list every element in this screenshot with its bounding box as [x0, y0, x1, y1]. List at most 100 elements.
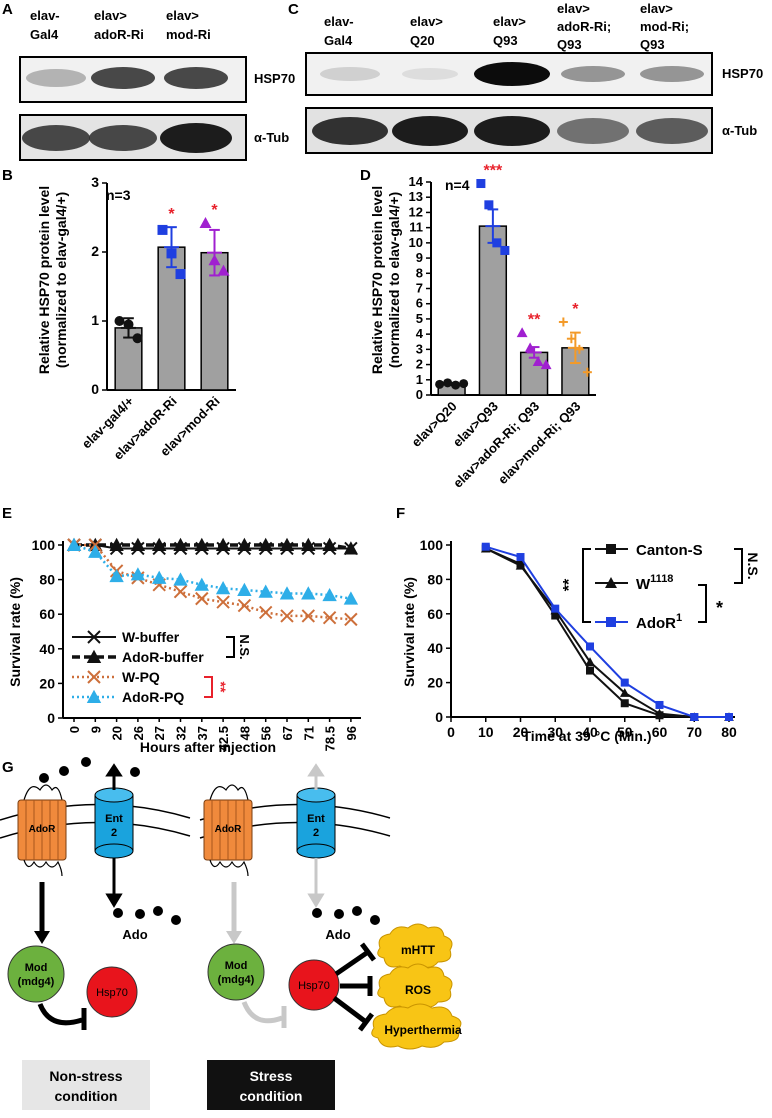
series-line	[485, 547, 729, 718]
series-marker	[551, 604, 560, 613]
data-point	[500, 245, 510, 255]
y-tick-label: 13	[409, 189, 423, 204]
series-marker	[173, 572, 188, 586]
series-marker	[258, 537, 273, 551]
series-line	[485, 545, 729, 718]
series-marker	[690, 713, 699, 721]
ent2-transporter-left: Ent 2	[94, 787, 134, 859]
series-marker	[195, 591, 209, 606]
condition-box-right: Stress condition	[207, 1060, 335, 1110]
ado-dot	[59, 766, 69, 776]
legend-marker	[87, 670, 101, 684]
lane-label-line: Q93	[493, 33, 518, 48]
arrow-head	[307, 893, 325, 908]
panel-letter: C	[288, 1, 299, 18]
panel-letter: D	[360, 167, 371, 184]
ado-dot	[153, 906, 163, 916]
panel-g: G AdoR Ent 2	[0, 757, 462, 1110]
y-tick-label: 40	[427, 640, 443, 656]
y-axis-title: Relative HSP70 protein level (normalized…	[369, 186, 402, 374]
lane-label-line: adoR-Ri;	[557, 19, 611, 34]
y-tick-label: 0	[416, 387, 423, 402]
data-point	[443, 378, 453, 388]
blot-band	[474, 62, 550, 86]
adoR-label: AdoR	[215, 824, 242, 835]
y-tick-label: 80	[427, 571, 443, 587]
lane-label-line: elav>	[410, 14, 443, 29]
series-marker-b	[344, 612, 358, 627]
receptor-loop	[23, 859, 63, 877]
mod-label: Mod	[225, 960, 248, 972]
series-line	[73, 543, 352, 600]
blot-band	[640, 66, 704, 82]
hsp70-label: Hsp70	[298, 980, 330, 992]
hsp70-node-left: Hsp70	[86, 966, 138, 1018]
chart-d-plot: 01234567891011121314elav>Q20***elav>Q93*…	[409, 163, 596, 491]
x-tick-label: 0	[447, 724, 455, 740]
legend-label: AdoR-buffer	[122, 649, 204, 665]
arrow-head	[105, 893, 123, 908]
series-marker	[279, 586, 295, 600]
y-axis-title-line: Relative HSP70 protein level	[369, 186, 385, 374]
comparison-bracket	[204, 676, 213, 698]
series-marker	[66, 537, 82, 551]
legend-label: W-buffer	[122, 629, 180, 645]
ent-label: Ent	[307, 813, 325, 825]
panel-letter: B	[2, 167, 13, 184]
mod-node-right: Mod (mdg4)	[207, 943, 265, 1001]
series-marker	[301, 609, 316, 623]
y-tick-label: 60	[427, 606, 443, 622]
y-tick-label: 0	[47, 710, 55, 726]
data-point	[459, 379, 469, 389]
y-tick-label: 60	[39, 606, 55, 622]
data-point	[114, 316, 125, 326]
signal-arrow-left	[34, 882, 50, 944]
data-point	[476, 179, 486, 189]
comparison-bracket	[226, 636, 235, 658]
lane-label-line: Q93	[640, 37, 665, 52]
target-label: ROS	[405, 983, 431, 997]
lane-label-line: mod-Ri;	[640, 19, 689, 34]
inhibition-targets	[332, 942, 376, 1032]
y-tick-label: 80	[39, 572, 55, 588]
series-marker	[516, 553, 525, 562]
y-tick-label: 100	[32, 537, 56, 553]
panel-letter: G	[2, 759, 14, 776]
series-marker	[343, 591, 359, 605]
x-tick-label: 42.5	[216, 726, 231, 751]
series-marker-b	[322, 610, 337, 625]
y-tick-label: 8	[416, 265, 423, 280]
series-marker	[344, 612, 358, 627]
x-tick-label: 71	[301, 726, 316, 740]
significance-label: *	[211, 202, 218, 219]
hsp70-node-right: Hsp70	[288, 959, 340, 1011]
transporter-bottom	[296, 843, 336, 859]
transporter-top	[94, 787, 134, 803]
series-marker	[322, 537, 337, 551]
blot-band	[474, 116, 550, 146]
comparison-bracket	[698, 584, 707, 623]
y-axis-title: Survival rate (%)	[401, 577, 417, 687]
blot-band	[557, 118, 629, 144]
y-tick-label: 3	[416, 341, 423, 356]
y-axis-title-line: Relative HSP70 protein level	[36, 186, 52, 374]
x-tick-label: 20	[513, 724, 529, 740]
data-point	[574, 344, 584, 354]
mod-label: Mod	[25, 962, 48, 974]
blot-band	[320, 67, 380, 81]
series-marker	[237, 537, 252, 551]
comparison-label: N.S.	[237, 634, 252, 659]
y-tick-label: 14	[409, 174, 424, 189]
series-marker	[194, 577, 209, 591]
comparison-bracket	[582, 548, 591, 623]
y-tick-label: 5	[416, 311, 423, 326]
x-tick-label: 30	[547, 724, 563, 740]
series-marker	[515, 560, 526, 570]
ado-dot	[113, 908, 123, 918]
receptor-loop	[23, 784, 63, 801]
series-marker	[237, 582, 252, 596]
series-marker	[258, 605, 273, 620]
panel-f: F Survival rate (%) Time at 39 °C (Min.)…	[396, 505, 761, 744]
x-tick-label: 56	[259, 726, 274, 740]
